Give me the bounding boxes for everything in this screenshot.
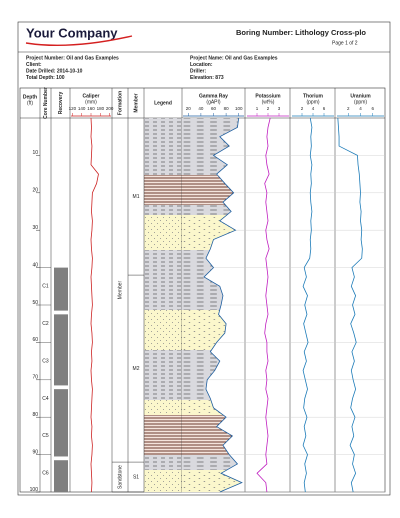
depth-tick-label: 60	[32, 337, 38, 343]
depth-tick-label: 30	[32, 225, 38, 231]
track-tick-label: 20	[186, 106, 192, 111]
track-name: Thorium	[303, 93, 324, 99]
depth-tick-label: 50	[32, 300, 38, 306]
track-tick-label: 160	[87, 106, 95, 111]
curve	[302, 117, 313, 493]
member-label: M1	[133, 194, 140, 200]
core-label: C3	[42, 358, 49, 364]
track-tick-label: 40	[198, 106, 204, 111]
depth-tick-label: 40	[32, 262, 38, 268]
recovery-bar	[54, 267, 68, 311]
formation-label: Member	[117, 281, 123, 300]
legend-label: Legend	[154, 100, 172, 106]
info-left: Client:	[26, 62, 42, 68]
boring-number: Boring Number: Lithology Cross-plo	[236, 28, 366, 37]
track-tick-label: 80	[224, 106, 230, 111]
depth-tick-label: 70	[32, 375, 38, 381]
logo-swoosh	[25, 35, 133, 47]
core-label: C5	[42, 433, 49, 439]
track-unit: (mm)	[85, 99, 97, 105]
member-label: S1	[133, 474, 139, 480]
column-label: Core Number	[43, 87, 49, 119]
track-name: Gamma Ray	[199, 93, 228, 99]
depth-tick-label: 10	[32, 150, 38, 156]
track-tick-label: 2	[301, 106, 304, 111]
track-unit: (gAPI)	[206, 99, 221, 105]
info-right: Location:	[190, 62, 213, 68]
track-tick-label: 4	[312, 106, 315, 111]
track-tick-label: 2	[347, 106, 350, 111]
project-info: Project Number: Oil and Gas ExamplesClie…	[26, 55, 278, 81]
depth-tick-label: 100	[30, 487, 39, 493]
track-tick-label: 6	[371, 106, 374, 111]
info-left: Date Drilled: 2014-10-10	[26, 68, 83, 74]
depth-tick-label: 90	[32, 449, 38, 455]
track-tick-label: 140	[78, 106, 86, 111]
track-name: Uranium	[350, 93, 371, 99]
depth-tick-label: 80	[32, 412, 38, 418]
info-right: Project Name: Oil and Gas Examples	[190, 55, 278, 61]
column-label: Formation	[117, 91, 123, 115]
depth-unit: (ft)	[27, 100, 33, 106]
info-left: Total Depth: 100	[26, 75, 65, 81]
depth-tick-label: 20	[32, 188, 38, 194]
info-right: Driller:	[190, 68, 206, 74]
track-unit: (ppm)	[354, 99, 367, 105]
track-tick-label: 100	[235, 106, 243, 111]
core-label: C6	[42, 471, 49, 477]
core-label: C2	[42, 321, 49, 327]
curve	[337, 117, 363, 493]
member-label: M2	[133, 366, 140, 372]
info-right: Elevation: 873	[190, 75, 224, 81]
track-name: Potassium	[255, 93, 281, 99]
track-tick-label: 1	[256, 106, 259, 111]
core-label: C4	[42, 396, 49, 402]
track-tick-label: 200	[106, 106, 114, 111]
track-tick-label: 4	[359, 106, 362, 111]
core-label: C1	[42, 284, 49, 290]
track-tick-label: 6	[323, 106, 326, 111]
track-unit: (wt%)	[262, 99, 275, 105]
logo: Your Company	[26, 25, 118, 40]
formation-label: Sandstone	[117, 465, 123, 489]
track-tick-label: 2	[267, 106, 270, 111]
curve	[256, 117, 271, 493]
log-content: Depth(ft) Core Number Recovery Formation Mem…	[23, 87, 385, 493]
column-label: Recovery	[58, 92, 64, 115]
recovery-bar	[54, 314, 68, 386]
track-tick-label: 180	[97, 106, 105, 111]
track-name: Caliper	[83, 93, 100, 99]
recovery-bar	[54, 389, 68, 457]
track-tick-label: 60	[211, 106, 217, 111]
column-label: Member	[133, 93, 139, 112]
track-unit: (ppm)	[306, 99, 319, 105]
curve	[203, 117, 243, 493]
depth-label: Depth	[23, 94, 37, 100]
page-frame	[17, 21, 391, 496]
lithology-column	[144, 118, 182, 492]
track-tick-label: 3	[278, 106, 281, 111]
page-number: Page 1 of 2	[332, 40, 358, 46]
track-tick-label: 120	[69, 106, 77, 111]
info-left: Project Number: Oil and Gas Examples	[26, 55, 119, 61]
recovery-bar	[54, 460, 68, 492]
curve	[90, 117, 99, 493]
